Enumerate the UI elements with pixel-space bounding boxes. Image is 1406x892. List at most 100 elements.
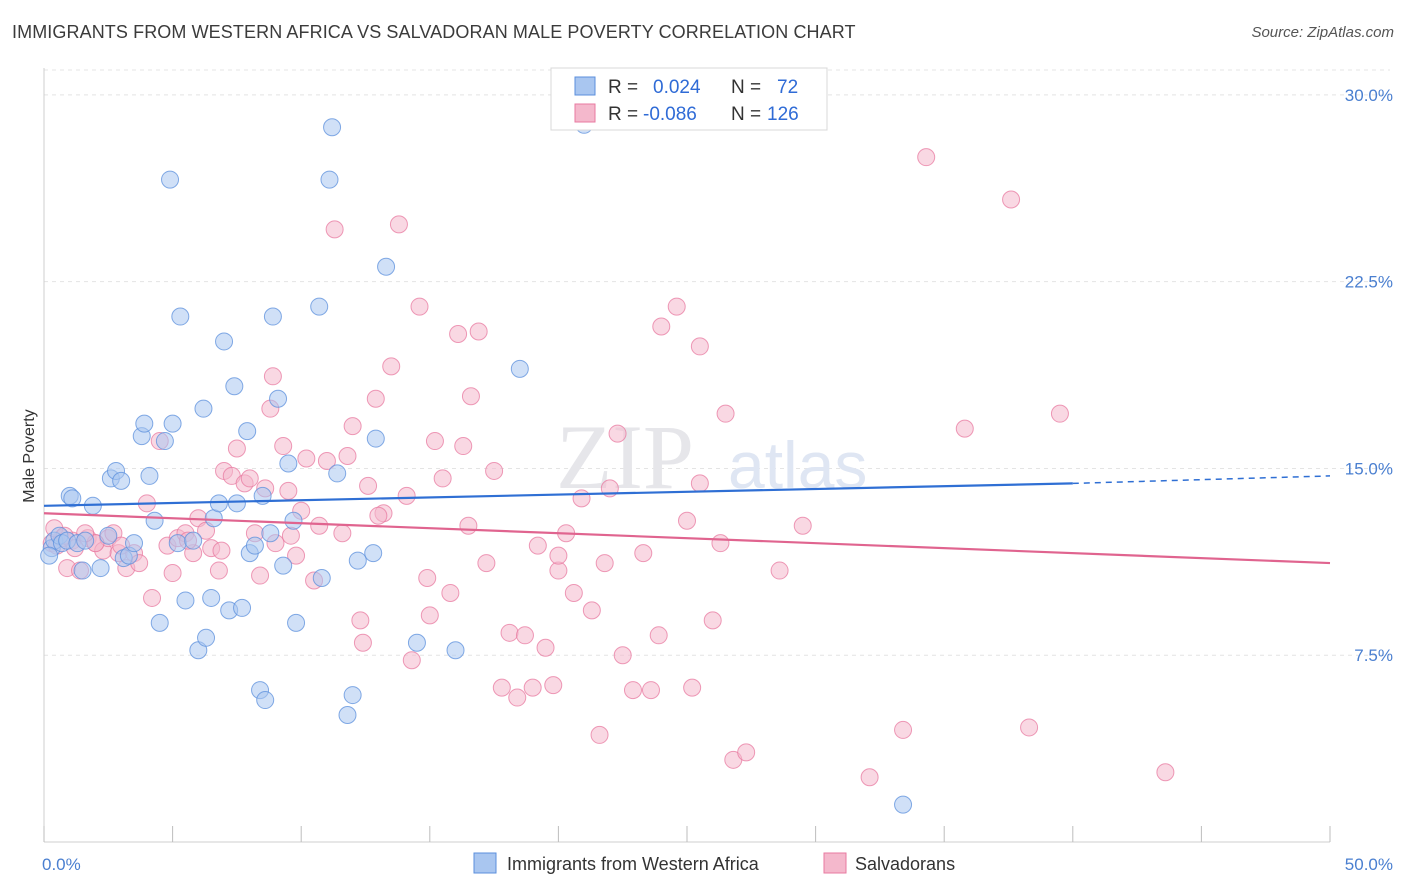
point-salvadoran <box>683 678 702 697</box>
point-salvadoran <box>163 564 182 583</box>
x-tick-label-start: 0.0% <box>42 855 81 874</box>
point-salvadoran <box>515 626 534 645</box>
point-western-africa <box>245 536 264 555</box>
point-salvadoran <box>410 297 429 316</box>
point-western-africa <box>310 297 329 316</box>
point-western-africa <box>279 454 298 473</box>
point-western-africa <box>40 546 59 565</box>
point-salvadoran <box>279 481 298 500</box>
point-salvadoran <box>595 554 614 573</box>
point-western-africa <box>63 489 82 508</box>
point-salvadoran <box>310 516 329 535</box>
point-salvadoran <box>240 469 259 488</box>
point-western-africa <box>184 531 203 550</box>
point-salvadoran <box>528 536 547 555</box>
data-points <box>40 115 1175 814</box>
point-western-africa <box>261 524 280 543</box>
point-salvadoran <box>793 516 812 535</box>
point-salvadoran <box>894 720 913 739</box>
point-salvadoran <box>500 623 519 642</box>
point-western-africa <box>125 534 144 553</box>
point-salvadoran <box>690 337 709 356</box>
point-salvadoran <box>703 611 722 630</box>
point-western-africa <box>407 633 426 652</box>
point-western-africa <box>150 613 169 632</box>
point-salvadoran <box>536 638 555 657</box>
chart-title: IMMIGRANTS FROM WESTERN AFRICA VS SALVAD… <box>12 22 856 42</box>
legend-n-value-2: 126 <box>767 104 799 125</box>
point-salvadoran <box>508 688 527 707</box>
point-salvadoran <box>917 148 936 167</box>
point-salvadoran <box>227 439 246 458</box>
bottom-legend-label-1: Immigrants from Western Africa <box>507 854 760 874</box>
point-salvadoran <box>359 476 378 495</box>
point-western-africa <box>343 686 362 705</box>
point-western-africa <box>348 551 367 570</box>
point-salvadoran <box>212 541 231 560</box>
point-salvadoran <box>860 768 879 787</box>
point-western-africa <box>269 389 288 408</box>
point-salvadoran <box>649 626 668 645</box>
legend-r-label-2: R = <box>608 104 638 125</box>
bottom-legend-label-2: Salvadorans <box>855 854 955 874</box>
point-salvadoran <box>317 451 336 470</box>
point-western-africa <box>312 569 331 588</box>
point-salvadoran <box>382 357 401 376</box>
trend-line-western-africa <box>43 482 1073 507</box>
point-western-africa <box>287 613 306 632</box>
point-salvadoran <box>1002 190 1021 209</box>
trend-line-western-africa-extension <box>1072 475 1331 485</box>
point-western-africa <box>73 561 92 580</box>
point-western-africa <box>194 399 213 418</box>
source-label: Source: ZipAtlas.com <box>1251 24 1394 41</box>
point-western-africa <box>155 432 174 451</box>
point-salvadoran <box>369 506 388 525</box>
point-salvadoran <box>343 417 362 436</box>
point-western-africa <box>377 257 396 276</box>
point-western-africa <box>76 531 95 550</box>
point-western-africa <box>274 556 293 575</box>
point-salvadoran <box>366 389 385 408</box>
bottom-legend-swatch-pink <box>823 852 847 874</box>
y-tick-label: 7.5% <box>1354 646 1393 665</box>
point-salvadoran <box>634 544 653 563</box>
y-tick-label: 22.5% <box>1345 273 1393 292</box>
bottom-legend-swatch-blue <box>473 852 497 874</box>
point-salvadoran <box>433 469 452 488</box>
point-salvadoran <box>297 449 316 468</box>
point-western-africa <box>161 170 180 189</box>
point-salvadoran <box>667 297 686 316</box>
point-salvadoran <box>716 404 735 423</box>
trend-lines <box>43 475 1331 565</box>
series-legend: Immigrants from Western Africa Salvadora… <box>473 852 955 874</box>
point-salvadoran <box>613 646 632 665</box>
tick-labels: 7.5% 15.0% 22.5% 30.0% 0.0% 50.0% <box>42 86 1393 874</box>
point-salvadoran <box>251 566 270 585</box>
point-salvadoran <box>590 725 609 744</box>
point-western-africa <box>197 628 216 647</box>
point-salvadoran <box>1050 404 1069 423</box>
point-salvadoran <box>485 461 504 480</box>
legend-r-value-2: -0.086 <box>643 104 697 125</box>
point-western-africa <box>163 414 182 433</box>
point-salvadoran <box>544 676 563 695</box>
point-salvadoran <box>711 534 730 553</box>
point-salvadoran <box>564 583 583 602</box>
point-western-africa <box>256 691 275 710</box>
point-salvadoran <box>770 561 789 580</box>
point-salvadoran <box>274 437 293 456</box>
point-salvadoran <box>287 546 306 565</box>
point-western-africa <box>168 534 187 553</box>
point-western-africa <box>140 466 159 485</box>
legend-r-label-1: R = <box>608 77 638 98</box>
point-salvadoran <box>623 681 642 700</box>
point-salvadoran <box>1156 763 1175 782</box>
point-salvadoran <box>690 474 709 493</box>
point-salvadoran <box>263 367 282 386</box>
legend-swatch-pink <box>574 103 596 123</box>
point-salvadoran <box>420 606 439 625</box>
point-salvadoran <box>389 215 408 234</box>
point-western-africa <box>320 170 339 189</box>
point-salvadoran <box>492 678 511 697</box>
